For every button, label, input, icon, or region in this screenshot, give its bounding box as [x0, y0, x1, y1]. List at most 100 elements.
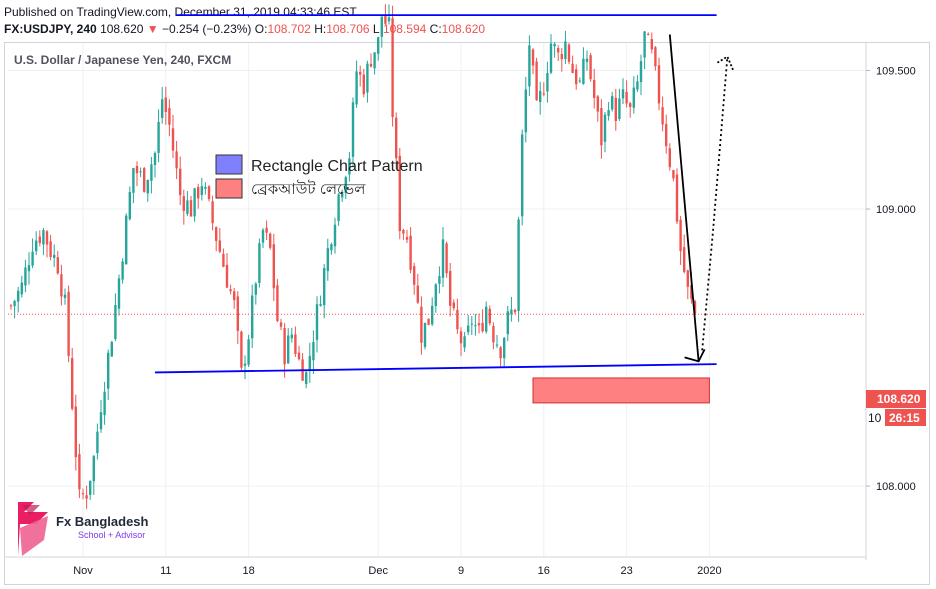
candle-body	[510, 309, 513, 315]
candle-body	[625, 91, 628, 104]
candle-body	[675, 174, 679, 222]
logo-name: Fx Bangladesh	[56, 514, 149, 529]
candle-body	[600, 108, 603, 146]
candle-body	[431, 305, 434, 325]
candle-body	[672, 170, 675, 179]
candle-body	[114, 305, 117, 340]
legend: Rectangle Chart Pattern ব্রেকআউট লেভেল	[215, 154, 423, 199]
candle-body	[395, 117, 398, 159]
candle-body	[441, 239, 445, 278]
candle-body	[179, 168, 182, 196]
candle-body	[175, 151, 178, 169]
candle-body	[420, 306, 423, 343]
candle-body	[578, 80, 581, 82]
chart-frame[interactable]	[4, 42, 930, 585]
candle-body	[665, 124, 668, 147]
candle-body	[164, 97, 167, 113]
candle-body	[254, 283, 257, 295]
candle-body	[549, 43, 553, 73]
chart-title: U.S. Dollar / Japanese Yen, 240, FXCM	[14, 53, 231, 67]
candle-body	[571, 63, 574, 74]
time-tick-label: 11	[160, 565, 171, 577]
candle-body	[693, 300, 697, 314]
time-tick-label: 16	[538, 565, 550, 577]
candle-body	[488, 308, 491, 324]
drawings	[8, 14, 866, 404]
close-value: 108.620	[441, 22, 486, 36]
candle-body	[103, 391, 106, 416]
candle-body	[24, 267, 27, 286]
candle-body	[499, 347, 502, 359]
candle-body	[17, 290, 20, 302]
price-tick-label: 109.000	[876, 204, 916, 216]
candle-body	[121, 261, 124, 280]
symbol-label[interactable]: FX:USDJPY, 240	[4, 22, 97, 36]
candle-body	[589, 55, 592, 80]
candle-body	[582, 58, 585, 84]
candle-body	[272, 244, 275, 289]
candle-body	[146, 179, 149, 194]
change-value: −0.254 (−0.23%)	[162, 22, 252, 36]
candle-body	[45, 231, 49, 245]
candle-body	[373, 52, 376, 69]
candle-body	[481, 322, 484, 332]
candle-body	[585, 58, 589, 62]
candle-body	[686, 270, 689, 287]
candle-body	[495, 344, 499, 346]
candle-body	[485, 306, 488, 332]
candle-body	[225, 264, 229, 288]
candle-body	[63, 294, 67, 298]
candle-body	[567, 44, 571, 62]
candle-body	[546, 73, 549, 92]
candle-body	[13, 300, 16, 307]
candle-body	[186, 200, 189, 214]
candle-body	[308, 356, 311, 371]
candle-body	[85, 495, 88, 499]
candle-body	[319, 304, 322, 306]
candle-body	[621, 89, 625, 99]
candle-body	[60, 274, 63, 297]
time-tick-label: 23	[620, 565, 632, 577]
high-label: H:	[314, 22, 327, 36]
candle-body	[607, 110, 610, 116]
candle-body	[398, 155, 401, 232]
candle-body	[402, 229, 405, 234]
candle-body	[78, 454, 81, 490]
candle-body	[683, 247, 686, 272]
candle-body	[74, 406, 77, 458]
candle-body	[157, 121, 160, 153]
candles	[9, 4, 697, 509]
candle-body	[215, 227, 218, 241]
open-label: O:	[254, 22, 268, 36]
candle-body	[236, 296, 239, 331]
candle-body	[211, 201, 214, 224]
up-projection-dotted	[701, 56, 729, 351]
candle-body	[434, 284, 437, 307]
candle-body	[668, 148, 671, 168]
candle-body	[38, 236, 41, 244]
candle-body	[657, 65, 661, 104]
candle-body	[276, 285, 279, 322]
candle-body	[96, 431, 99, 454]
candle-body	[560, 54, 563, 60]
price-badge-text: 108.620	[877, 392, 921, 406]
time-tick-label: 9	[458, 565, 464, 577]
candle-body	[171, 128, 175, 151]
candle-body	[200, 186, 203, 196]
open-value: 108.702	[267, 22, 311, 36]
candle-body	[575, 69, 578, 85]
candle-body	[312, 341, 315, 361]
candle-body	[27, 265, 31, 272]
candle-body	[222, 253, 225, 267]
candle-body	[315, 304, 319, 340]
candle-body	[35, 240, 38, 252]
candle-body	[355, 71, 358, 105]
last-price: 108.620	[100, 22, 144, 36]
candle-body	[81, 493, 85, 495]
candle-body	[168, 108, 171, 125]
time-tick-label: 2020	[697, 565, 721, 577]
candle-body	[380, 16, 383, 37]
candle-body	[139, 171, 142, 173]
candle-body	[359, 71, 362, 75]
